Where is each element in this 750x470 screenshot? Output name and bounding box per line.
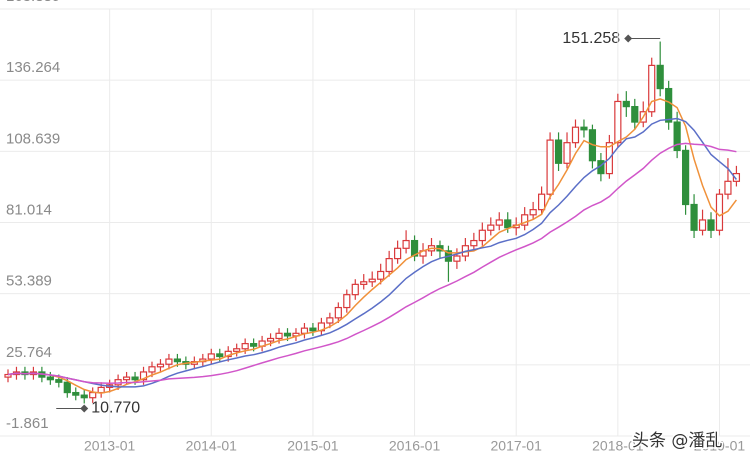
x-tick-label: 2018-01 bbox=[592, 438, 644, 454]
candle-body bbox=[673, 121, 681, 152]
y-tick-label: 25.764 bbox=[6, 344, 52, 361]
candle-body bbox=[207, 353, 215, 360]
candle-body bbox=[546, 139, 554, 195]
candle-body bbox=[80, 394, 88, 399]
y-tick-label: 136.264 bbox=[6, 59, 60, 76]
candle-body bbox=[554, 139, 563, 164]
candle-body bbox=[521, 214, 529, 226]
y-tick-label: 53.389 bbox=[6, 273, 52, 290]
candle-body bbox=[72, 391, 80, 396]
y-tick-label: 163.889 bbox=[6, 0, 60, 5]
candle-body bbox=[343, 294, 351, 309]
candle-body bbox=[122, 376, 131, 381]
candle-body bbox=[173, 358, 181, 363]
max-diamond bbox=[624, 34, 633, 43]
candle-body bbox=[368, 278, 376, 283]
candle-body bbox=[241, 343, 249, 350]
candle-body bbox=[165, 358, 173, 365]
candle-body bbox=[470, 239, 478, 247]
candle-body bbox=[580, 126, 588, 131]
candle-body bbox=[55, 379, 63, 383]
candle-body bbox=[631, 106, 639, 123]
candle-body bbox=[487, 224, 495, 231]
watermark: 头条 @潘乱 bbox=[632, 431, 722, 451]
candle-body bbox=[529, 209, 537, 216]
candle-body bbox=[89, 391, 97, 399]
candle-body bbox=[300, 327, 309, 334]
candle-body bbox=[385, 258, 393, 273]
candle-body bbox=[266, 337, 275, 342]
candle-body bbox=[394, 247, 402, 260]
candle-body bbox=[360, 281, 368, 285]
candle-body bbox=[571, 126, 580, 144]
candle-body bbox=[681, 149, 690, 206]
x-tick-label: 2015-01 bbox=[287, 438, 339, 454]
candle-body bbox=[131, 376, 139, 381]
y-tick-label: -1.861 bbox=[6, 415, 49, 432]
max-annotation: 151.258 bbox=[562, 30, 620, 47]
candle-body bbox=[156, 363, 165, 368]
x-tick-label: 2019-01 bbox=[694, 438, 746, 454]
candle-body bbox=[139, 371, 148, 381]
candle-body bbox=[410, 239, 419, 257]
candle-body bbox=[453, 255, 461, 262]
candle-body bbox=[656, 64, 664, 90]
moving-average-line bbox=[7, 117, 737, 388]
candle-body bbox=[233, 348, 241, 352]
candle-body bbox=[326, 317, 334, 324]
candle-body bbox=[538, 193, 546, 211]
candle-body bbox=[707, 219, 715, 231]
candle-body bbox=[715, 193, 724, 231]
candle-body bbox=[283, 332, 292, 337]
candle-body bbox=[478, 229, 486, 242]
candle-body bbox=[309, 327, 317, 332]
min-diamond bbox=[80, 404, 89, 413]
candle-body bbox=[216, 353, 224, 358]
candle-body bbox=[63, 381, 71, 394]
moving-average-line bbox=[7, 98, 738, 394]
y-tick-label: 81.014 bbox=[6, 201, 52, 218]
candle-body bbox=[334, 306, 342, 319]
candle-body bbox=[690, 203, 698, 231]
x-tick-label: 2013-01 bbox=[84, 438, 136, 454]
x-tick-label: 2017-01 bbox=[491, 438, 543, 454]
candle-body bbox=[698, 219, 707, 231]
candle-body bbox=[46, 376, 54, 381]
candle-body bbox=[622, 100, 630, 108]
x-tick-label: 2014-01 bbox=[186, 438, 238, 454]
candle-body bbox=[377, 270, 385, 280]
candle-body bbox=[495, 219, 503, 226]
candle-body bbox=[724, 180, 732, 195]
candle-body bbox=[648, 64, 656, 113]
candle-body bbox=[351, 283, 359, 296]
candle-body bbox=[250, 343, 258, 347]
moving-average-line bbox=[7, 142, 737, 385]
candle-body bbox=[563, 142, 571, 164]
candle-body bbox=[614, 100, 622, 144]
candle-body bbox=[665, 87, 673, 123]
candle-body bbox=[732, 172, 741, 182]
x-tick-label: 2016-01 bbox=[389, 438, 441, 454]
candle-body bbox=[504, 219, 512, 229]
candle-body bbox=[402, 239, 410, 249]
candle-body bbox=[4, 373, 12, 378]
candle-body bbox=[148, 366, 156, 373]
y-tick-label: 108.639 bbox=[6, 130, 60, 147]
min-annotation: 10.770 bbox=[91, 400, 140, 417]
candle-body bbox=[275, 332, 283, 340]
candle-body bbox=[97, 386, 105, 394]
